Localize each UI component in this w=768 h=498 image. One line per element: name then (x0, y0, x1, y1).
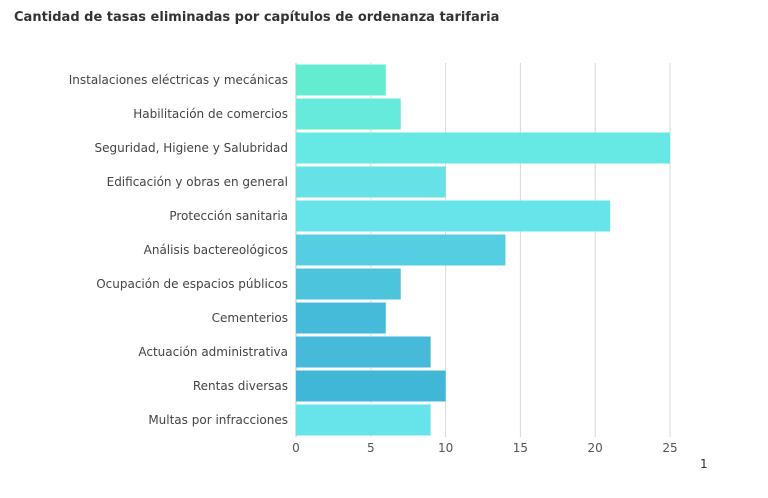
x-tick-labels: 0 5 10 15 20 25 (292, 441, 677, 455)
category-label: Multas por infracciones (148, 413, 288, 427)
bar (296, 98, 401, 130)
x-tick-label: 15 (513, 441, 528, 455)
category-label: Ocupación de espacios públicos (96, 277, 288, 291)
page-number: 1 (700, 457, 708, 471)
chart-title: Cantidad de tasas eliminadas por capítul… (14, 10, 500, 25)
bar (296, 370, 446, 402)
category-label: Actuación administrativa (138, 345, 288, 359)
bar (296, 302, 386, 334)
category-label: Edificación y obras en general (107, 175, 288, 189)
bar (296, 404, 431, 436)
x-tick-label: 10 (438, 441, 453, 455)
bars (296, 64, 670, 436)
category-label: Habilitación de comercios (133, 107, 288, 121)
bar (296, 234, 506, 266)
category-label: Seguridad, Higiene y Salubridad (95, 141, 289, 155)
x-tick-label: 0 (292, 441, 300, 455)
category-label: Rentas diversas (193, 379, 288, 393)
bar (296, 200, 611, 232)
bar (296, 166, 446, 198)
category-label: Análisis bactereológicos (144, 243, 288, 257)
category-labels: Instalaciones eléctricas y mecánicas Habi… (69, 73, 288, 427)
bar (296, 268, 401, 300)
category-label: Cementerios (212, 311, 288, 325)
bar (296, 336, 431, 368)
category-label: Instalaciones eléctricas y mecánicas (69, 73, 288, 87)
x-tick-label: 5 (367, 441, 375, 455)
x-tick-label: 25 (662, 441, 677, 455)
bar (296, 132, 670, 164)
bar (296, 64, 386, 96)
x-tick-label: 20 (588, 441, 603, 455)
category-label: Protección sanitaria (169, 209, 288, 223)
